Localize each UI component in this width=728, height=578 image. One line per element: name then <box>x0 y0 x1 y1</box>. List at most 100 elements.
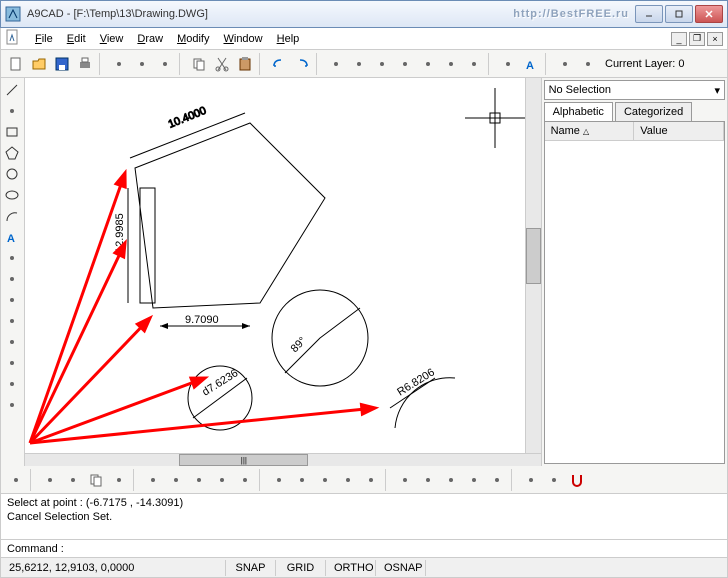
poly-button[interactable] <box>131 53 153 75</box>
rect-button[interactable] <box>2 122 22 142</box>
dim-label: d7.6236 <box>200 367 240 398</box>
drawing-canvas[interactable]: 10.4000 12.9985 9.7090 89° <box>25 78 525 453</box>
block-button[interactable] <box>2 395 22 415</box>
app-icon <box>5 6 21 22</box>
titlebar: A9CAD - [F:\Temp\13\Drawing.DWG] http://… <box>0 0 728 28</box>
dim-rad-button[interactable] <box>2 353 22 373</box>
copy-button[interactable] <box>188 53 210 75</box>
svg-text:A: A <box>7 233 15 245</box>
point-button[interactable] <box>2 290 22 310</box>
leader-button[interactable] <box>440 469 462 491</box>
open-button[interactable] <box>28 53 50 75</box>
new-button[interactable] <box>5 53 27 75</box>
redo-button[interactable] <box>291 53 313 75</box>
osnap-button[interactable] <box>543 469 565 491</box>
move-button[interactable] <box>62 469 84 491</box>
tab-categorized[interactable]: Categorized <box>615 102 692 121</box>
menu-window[interactable]: Window <box>217 31 268 47</box>
layers-button[interactable] <box>108 53 130 75</box>
paste-button[interactable] <box>234 53 256 75</box>
copy-button[interactable] <box>85 469 107 491</box>
dim-label: 89° <box>288 335 308 355</box>
circle-button[interactable] <box>2 164 22 184</box>
hatch-button[interactable] <box>2 269 22 289</box>
menu-file[interactable]: File <box>29 31 59 47</box>
tab-alphabetic[interactable]: Alphabetic <box>544 102 613 121</box>
main-area: A 10.4000 <box>0 78 728 466</box>
scale-button[interactable] <box>337 469 359 491</box>
pan-button[interactable] <box>463 53 485 75</box>
dim-label: 9.7090 <box>185 314 219 326</box>
save-button[interactable] <box>51 53 73 75</box>
explode-button[interactable] <box>360 469 382 491</box>
status-osnap[interactable]: OSNAP <box>376 560 426 576</box>
trim-button[interactable] <box>268 469 290 491</box>
snap-button[interactable] <box>520 469 542 491</box>
col-name[interactable]: Name △ <box>545 122 635 140</box>
mdi-restore-button[interactable]: ❐ <box>689 32 705 46</box>
rotate-button[interactable] <box>142 469 164 491</box>
line-button[interactable] <box>2 80 22 100</box>
print-button[interactable] <box>74 53 96 75</box>
close-button[interactable] <box>695 5 723 23</box>
magnet-button[interactable] <box>566 469 588 491</box>
offset-button[interactable] <box>108 469 130 491</box>
menu-view[interactable]: View <box>94 31 130 47</box>
spline-button[interactable] <box>154 53 176 75</box>
break-button[interactable] <box>314 469 336 491</box>
dim-lin-button[interactable] <box>2 311 22 331</box>
mtext-button[interactable] <box>2 248 22 268</box>
minimize-button[interactable] <box>635 5 663 23</box>
polygon-button[interactable] <box>2 143 22 163</box>
chamfer-button[interactable] <box>234 469 256 491</box>
horizontal-scrollbar[interactable]: ||| <box>25 453 541 466</box>
color-button[interactable] <box>554 53 576 75</box>
undo-button[interactable] <box>268 53 290 75</box>
mirror-button[interactable] <box>165 469 187 491</box>
text-button[interactable]: A <box>2 227 22 247</box>
zoom-all-button[interactable] <box>440 53 462 75</box>
arc-button[interactable] <box>2 206 22 226</box>
status-snap[interactable]: SNAP <box>226 560 276 576</box>
maximize-button[interactable] <box>665 5 693 23</box>
dim-label: 12.9985 <box>114 213 126 253</box>
menu-modify[interactable]: Modify <box>171 31 215 47</box>
dim-ang-button[interactable] <box>2 332 22 352</box>
zoom-in-button[interactable] <box>325 53 347 75</box>
lock-button[interactable] <box>486 469 508 491</box>
vertical-scrollbar[interactable] <box>525 78 541 453</box>
dist-button[interactable] <box>497 53 519 75</box>
menu-edit[interactable]: Edit <box>61 31 92 47</box>
mdi-minimize-button[interactable]: _ <box>671 32 687 46</box>
dropdown-icon[interactable]: ▾ <box>714 84 720 97</box>
extend-button[interactable] <box>291 469 313 491</box>
text-a-button[interactable]: A <box>520 53 542 75</box>
polyline-button[interactable] <box>2 101 22 121</box>
zoom-prev-button[interactable] <box>417 53 439 75</box>
measure-button[interactable] <box>417 469 439 491</box>
arrow-button[interactable] <box>394 469 416 491</box>
erase-button[interactable] <box>39 469 61 491</box>
image-button[interactable] <box>2 374 22 394</box>
window-title: A9CAD - [F:\Temp\13\Drawing.DWG] <box>27 8 513 20</box>
command-history: Select at point : (-6.7175 , -14.3091) C… <box>0 494 728 540</box>
command-input[interactable]: Command : <box>0 540 728 558</box>
status-grid[interactable]: GRID <box>276 560 326 576</box>
array-button[interactable] <box>188 469 210 491</box>
mdi-close-button[interactable]: × <box>707 32 723 46</box>
zoom-win-button[interactable] <box>371 53 393 75</box>
status-ortho[interactable]: ORTHO <box>326 560 376 576</box>
selection-label: No Selection <box>549 84 611 96</box>
menu-draw[interactable]: Draw <box>131 31 169 47</box>
zoom-out-button[interactable] <box>348 53 370 75</box>
fillet-button[interactable] <box>211 469 233 491</box>
cut-button[interactable] <box>211 53 233 75</box>
zoom-ext-button[interactable] <box>394 53 416 75</box>
ortho-button[interactable] <box>463 469 485 491</box>
ellipse-button[interactable] <box>2 185 22 205</box>
col-value[interactable]: Value <box>634 122 724 140</box>
menu-help[interactable]: Help <box>271 31 306 47</box>
sel-button[interactable] <box>5 469 27 491</box>
layers2-button[interactable] <box>577 53 599 75</box>
property-grid[interactable]: Name △ Value <box>544 121 725 464</box>
